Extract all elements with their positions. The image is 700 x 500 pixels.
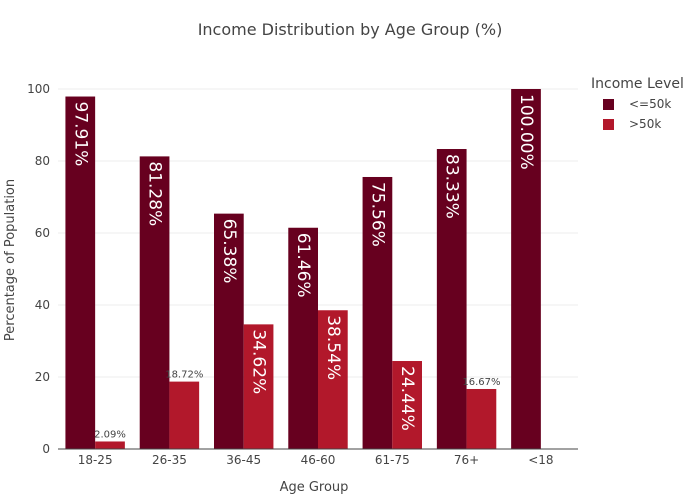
- bar-value-label: 34.62%: [249, 329, 269, 394]
- bar: [362, 176, 393, 449]
- bar: [392, 361, 422, 449]
- y-tick-label: 80: [35, 154, 50, 168]
- bar: [318, 310, 348, 449]
- x-tick-label: 46-60: [301, 453, 336, 467]
- legend-title: Income Level: [591, 76, 684, 92]
- bar-value-label: 97.91%: [70, 102, 90, 167]
- y-tick-label: 40: [35, 298, 50, 312]
- x-tick-label: 26-35: [152, 453, 187, 467]
- bar: [214, 213, 244, 449]
- legend-label: <=50k: [629, 97, 671, 111]
- x-tick-label: 18-25: [78, 453, 113, 467]
- chart-title: Income Distribution by Age Group (%): [198, 20, 503, 39]
- bar-value-label: 61.46%: [293, 233, 313, 298]
- bar-value-label: 18.72%: [165, 370, 203, 381]
- bar: [169, 381, 200, 449]
- bar-value-label: 83.33%: [442, 154, 462, 219]
- bar-value-label: 2.09%: [94, 429, 126, 440]
- legend-swatch: [603, 119, 614, 130]
- legend: Income Level <=50k >50k: [591, 76, 684, 131]
- bar: [466, 388, 497, 449]
- bar: [511, 89, 541, 449]
- bar-value-label: 16.67%: [462, 377, 500, 388]
- x-tick-label: <18: [528, 453, 553, 467]
- y-tick-label: 0: [42, 442, 50, 456]
- bar: [436, 149, 467, 449]
- x-tick-label: 76+: [454, 453, 479, 467]
- y-axis-title: Percentage of Population: [3, 179, 18, 341]
- bar: [139, 156, 170, 449]
- legend-label: >50k: [629, 117, 661, 131]
- bar-value-label: 75.56%: [367, 182, 387, 247]
- bar-value-label: 38.54%: [323, 315, 343, 380]
- bar: [65, 96, 96, 450]
- bar-value-label: 24.44%: [397, 366, 417, 431]
- x-tick-label: 36-45: [226, 453, 261, 467]
- y-tick-label: 20: [35, 370, 50, 384]
- bar: [288, 227, 318, 449]
- y-tick-label: 100: [27, 82, 50, 96]
- x-tick-label: 61-75: [375, 453, 410, 467]
- x-axis-title: Age Group: [280, 480, 349, 495]
- y-tick-label: 60: [35, 226, 50, 240]
- bar-value-label: 81.28%: [145, 161, 165, 226]
- bar-value-label: 100.00%: [516, 94, 536, 170]
- legend-swatch: [603, 99, 614, 110]
- axis-ticks: 0 20 40 60 80 100 18-25 26-35 36-45 46-60 61-75 76+…: [27, 82, 553, 467]
- bars: 97.91% 81.28% 65.38% 61.46% 75.56% 83.33% 100.…: [65, 89, 541, 450]
- bar: [243, 324, 274, 449]
- bar: [95, 441, 125, 449]
- bar-value-label: 65.38%: [219, 219, 239, 284]
